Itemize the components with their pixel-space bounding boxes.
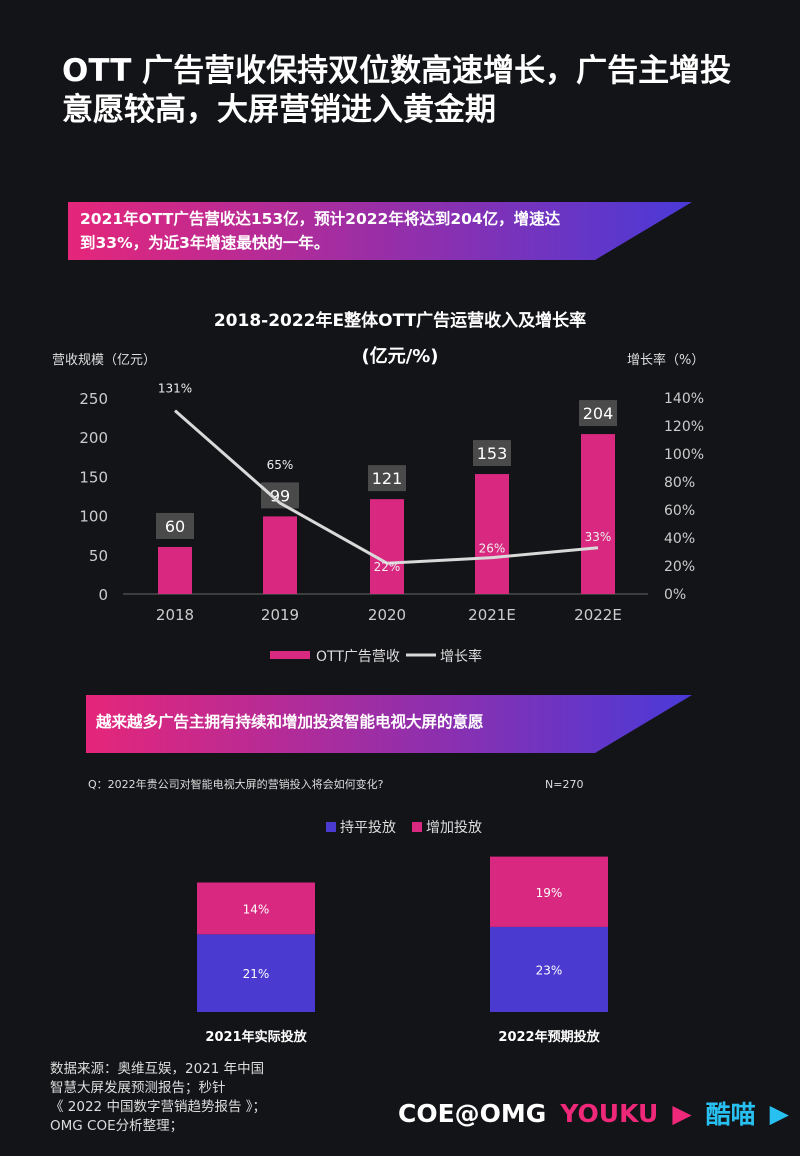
- revenue-chart: 2018-2022年E整体OTT广告运营收入及增长率 (亿元/%) 营收规模（亿元）…: [52, 310, 704, 665]
- line-value-label: 26%: [479, 542, 506, 556]
- stacked-bar-segment: [490, 856, 608, 927]
- bar: [475, 474, 509, 594]
- y2-tick-label: 40%: [664, 531, 695, 547]
- y2-tick-label: 140%: [664, 391, 704, 407]
- segment-label: 14%: [243, 902, 270, 916]
- y-tick-label: 100: [79, 508, 108, 526]
- y2-tick-label: 60%: [664, 503, 695, 519]
- x-tick-label: 2018: [156, 606, 194, 624]
- y2-tick-label: 0%: [664, 587, 686, 603]
- survey-question: Q：2022年贵公司对智能电视大屏的营销投入将会如何变化?: [88, 777, 384, 791]
- section-banner-text: 越来越多广告主拥有持续和增加投资智能电视大屏的意愿: [96, 713, 484, 731]
- y-axis-label: 营收规模（亿元）: [52, 353, 156, 368]
- segment-label: 21%: [243, 967, 270, 981]
- section-banner: 越来越多广告主拥有持续和增加投资智能电视大屏的意愿: [86, 695, 692, 753]
- bar-label-box: [579, 400, 617, 427]
- x-tick-label: 2019: [261, 606, 299, 624]
- coe-omg-logo: COE@OMG: [398, 1098, 547, 1128]
- y-tick-label: 150: [79, 468, 108, 486]
- y-tick-label: 250: [79, 390, 108, 408]
- highlight-banner: 2021年OTT广告营收达153亿，预计2022年将达到204亿，增速达 到33…: [68, 202, 692, 260]
- x-tick-label: 2020: [368, 606, 406, 624]
- banner-line-2: 到33%，为近3年增速最快的一年。: [80, 234, 330, 252]
- chart-title: 2018-2022年E整体OTT广告运营收入及增长率: [214, 310, 586, 331]
- y-tick-label: 50: [89, 547, 108, 565]
- bar-value-label: 121: [372, 469, 403, 488]
- source-line: 《 2022 中国数字营销趋势报告 》；: [50, 1099, 266, 1115]
- x-tick-label: 2021E: [468, 606, 516, 624]
- bar-value-label: 153: [477, 444, 508, 463]
- youku-logo: YOUKU: [560, 1098, 659, 1128]
- bar-label-box: [473, 440, 511, 467]
- line-value-label: 65%: [267, 458, 294, 472]
- legend-bar-label: OTT广告营收: [316, 649, 400, 665]
- page-title: OTT 广告营收保持双位数高速增长，广告主增投意愿较高，大屏营销进入黄金期: [62, 53, 732, 128]
- line-value-label: 131%: [158, 382, 192, 396]
- stacked-bar-segment: [490, 926, 608, 1012]
- legend-line-label: 增长率: [440, 648, 482, 665]
- bar-value-label: 60: [165, 517, 185, 536]
- investment-chart: Q：2022年贵公司对智能电视大屏的营销投入将会如何变化? N=270 持平投放 增加…: [88, 777, 608, 1045]
- x-category-label: 2022年预期投放: [498, 1029, 600, 1045]
- x-tick-label: 2022E: [574, 606, 622, 624]
- y-tick-label: 0: [98, 586, 108, 604]
- bar-value-label: 204: [583, 404, 614, 423]
- source-line: OMG COE分析整理；: [50, 1118, 184, 1134]
- segment-label: 19%: [536, 886, 563, 900]
- bar-label-box: [156, 512, 194, 539]
- bar: [370, 499, 404, 594]
- x-category-label: 2021年实际投放: [205, 1029, 307, 1045]
- bar-label-box: [368, 465, 406, 492]
- kumiao-logo: 酷喵: [705, 1100, 756, 1129]
- chart-subtitle: (亿元/%): [361, 345, 438, 367]
- youku-play-icon: ▶: [672, 1098, 692, 1128]
- line-value-label: 22%: [374, 560, 401, 574]
- legend-increase-label: 增加投放: [426, 820, 482, 836]
- legend-increase-swatch: [412, 822, 422, 832]
- y2-tick-label: 20%: [664, 559, 695, 575]
- segment-label: 23%: [536, 963, 563, 977]
- kumiao-play-icon: ▶: [769, 1098, 789, 1128]
- y2-axis-label: 增长率（%）: [627, 352, 704, 368]
- growth-line: [174, 409, 599, 565]
- source-line: 智慧大屏发展预测报告；秒针: [50, 1080, 226, 1096]
- legend-flat-label: 持平投放: [340, 820, 396, 836]
- legend-flat-swatch: [326, 822, 336, 832]
- y2-tick-label: 100%: [664, 447, 704, 463]
- logos: COE@OMG YOUKU ▶ 酷喵 ▶: [398, 1095, 789, 1131]
- stacked-bar-segment: [197, 882, 315, 935]
- y2-tick-label: 80%: [664, 475, 695, 491]
- stacked-bar-segment: [197, 934, 315, 1012]
- bar-value-label: 99: [270, 486, 290, 505]
- source-note: 数据来源：奥维互娱，2021 年中国 智慧大屏发展预测报告；秒针 《 2022 …: [50, 1060, 320, 1136]
- bar: [581, 434, 615, 594]
- y-tick-label: 200: [79, 429, 108, 447]
- y2-tick-label: 120%: [664, 419, 704, 435]
- sample-size: N=270: [545, 778, 583, 791]
- banner-line-1: 2021年OTT广告营收达153亿，预计2022年将达到204亿，增速达: [80, 210, 561, 228]
- line-value-label: 33%: [585, 530, 612, 544]
- bar: [263, 516, 297, 594]
- bar: [158, 546, 192, 594]
- source-line: 数据来源：奥维互娱，2021 年中国: [50, 1061, 265, 1077]
- legend-bar-swatch: [270, 651, 310, 659]
